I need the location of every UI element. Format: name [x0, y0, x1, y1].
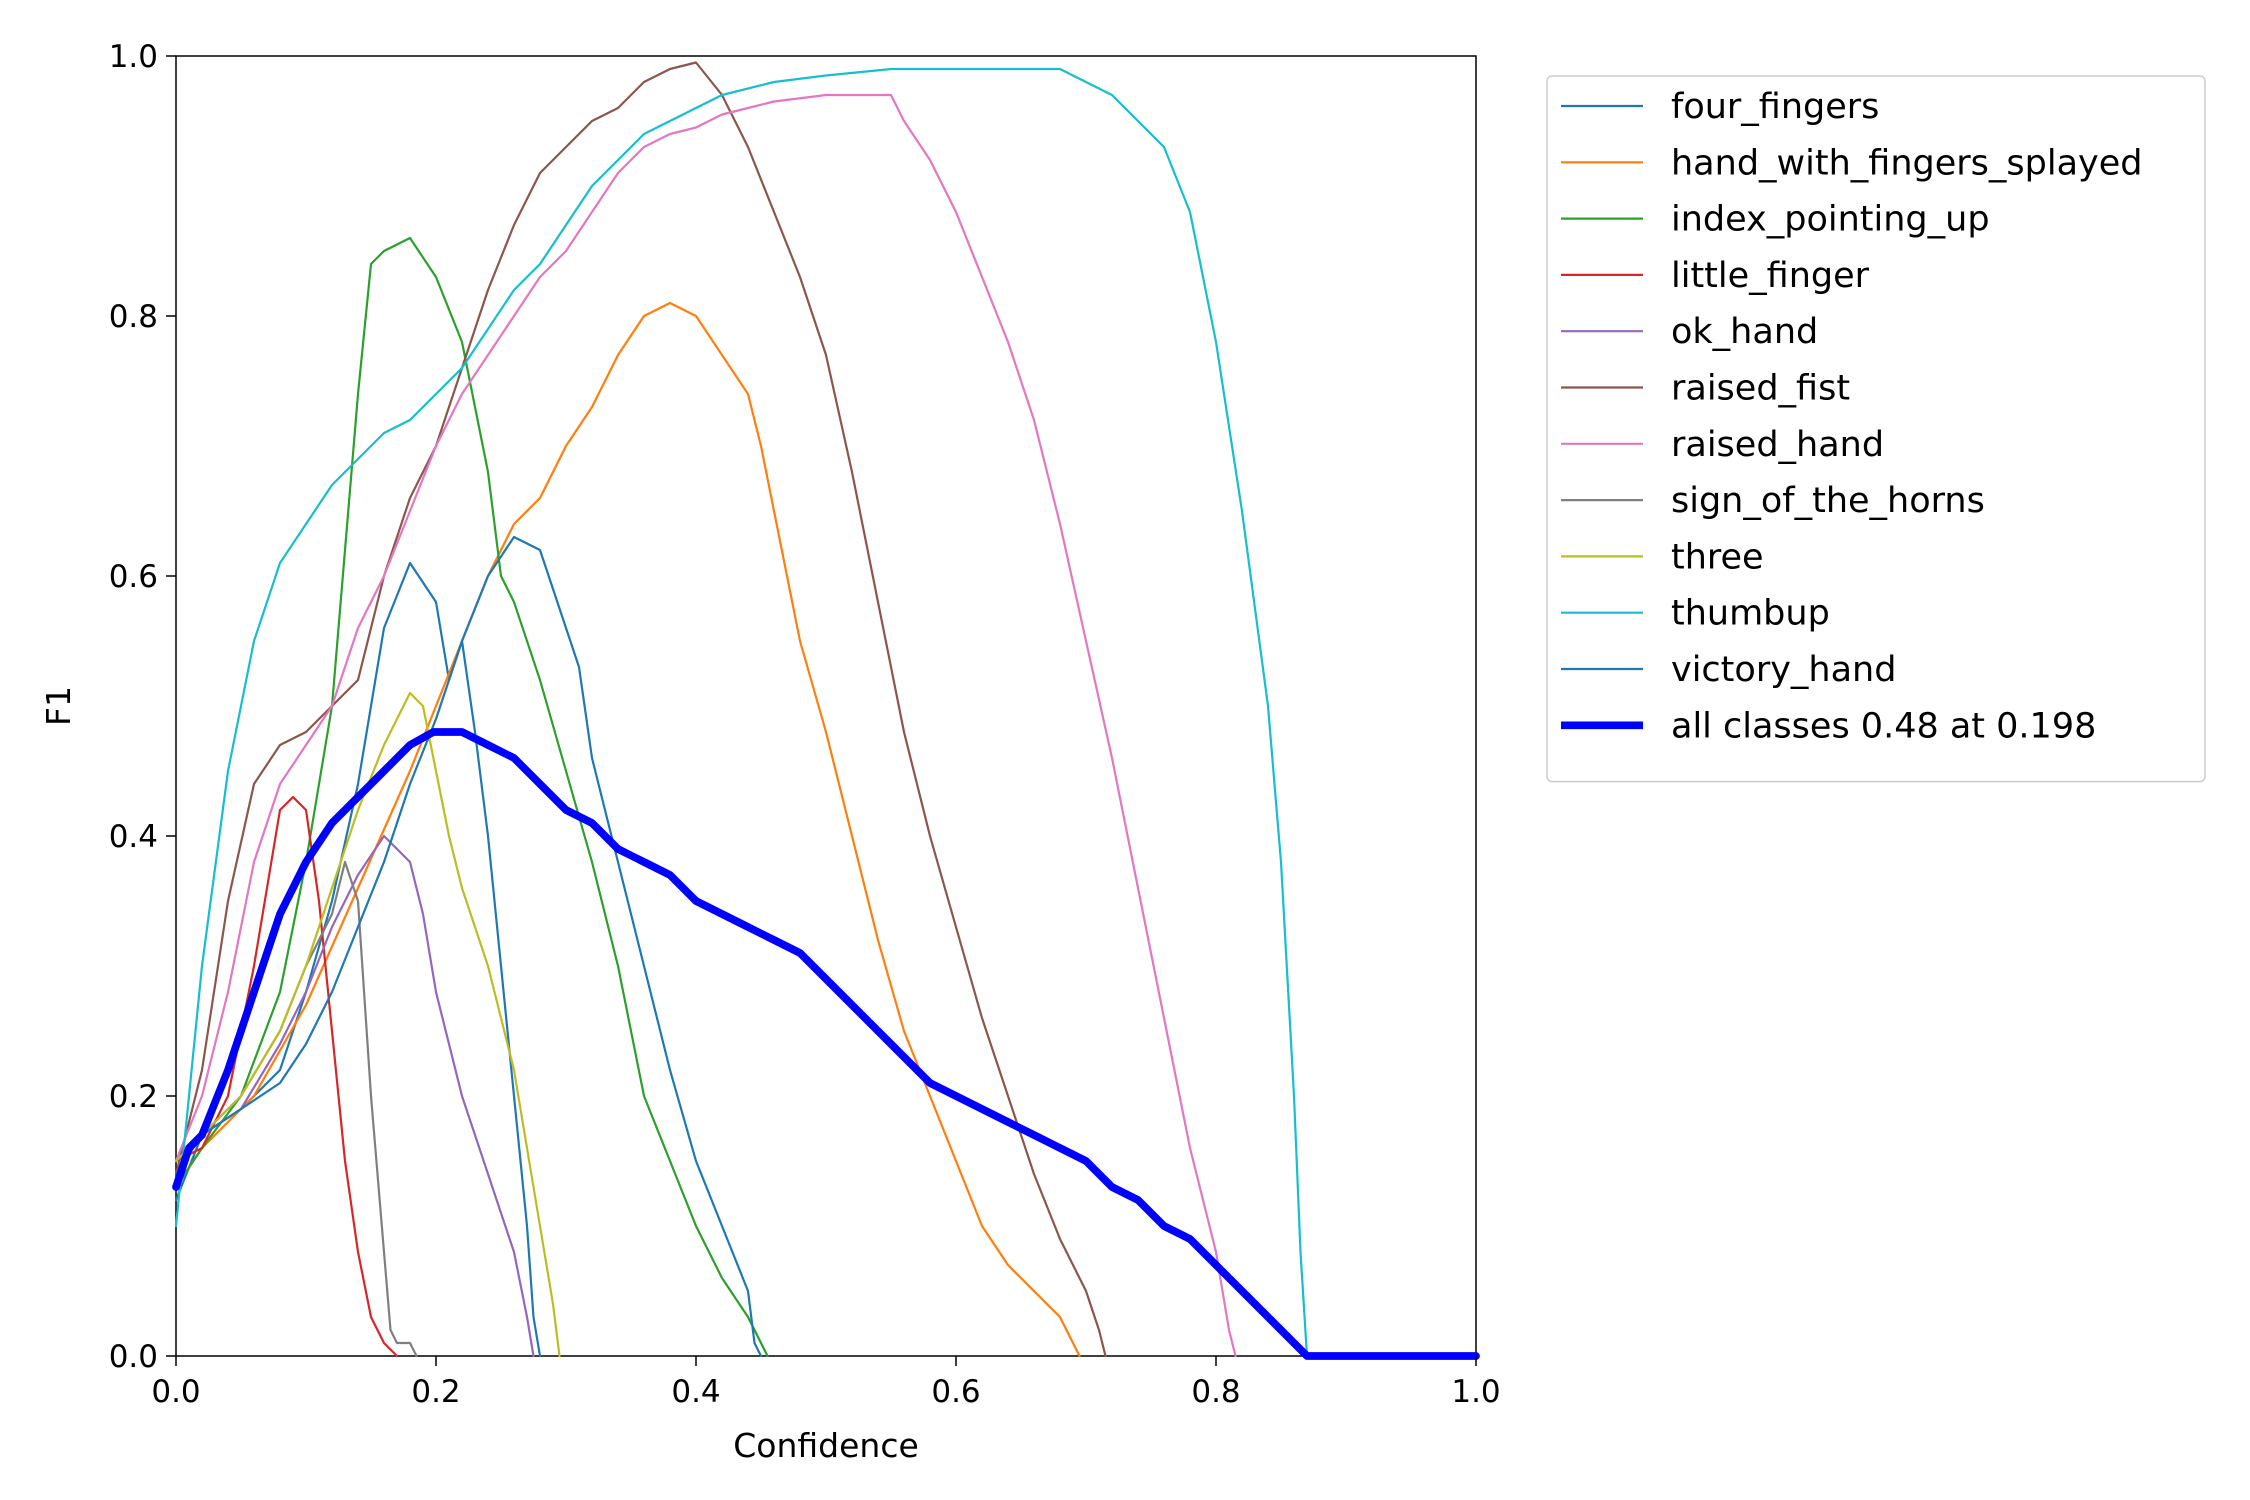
- series-line-6: [174, 93, 1237, 1358]
- series-line-10: [174, 535, 763, 1358]
- legend-entry: sign_of_the_horns: [1561, 481, 1985, 521]
- legend-label: raised_hand: [1671, 425, 1884, 465]
- legend-entry: index_pointing_up: [1561, 200, 1990, 240]
- legend-label: thumbup: [1671, 594, 1830, 634]
- y-tick-label: 0.4: [109, 819, 158, 855]
- x-tick-label: 0.6: [931, 1374, 980, 1410]
- legend-entry: victory_hand: [1561, 650, 1896, 690]
- legend-label: victory_hand: [1671, 650, 1896, 690]
- plot-frame: [175, 55, 1477, 1357]
- legend-entry: all classes 0.48 at 0.198: [1561, 706, 2096, 746]
- x-tick-label: 1.0: [1451, 1374, 1500, 1410]
- legend-frame: [1546, 75, 2206, 783]
- legend-entry: three: [1561, 537, 1764, 577]
- series-layer: [172, 61, 1480, 1360]
- y-tick-label: 1.0: [109, 39, 158, 75]
- legend-entry: hand_with_fingers_splayed: [1561, 143, 2142, 183]
- series-line-0: [174, 561, 542, 1358]
- series-line-5: [174, 61, 1107, 1358]
- x-tick-label: 0.8: [1191, 1374, 1240, 1410]
- legend-items: four_fingers hand_with_fingers_splayedind…: [1561, 87, 2142, 746]
- y-tick-label: 0.2: [109, 1079, 158, 1115]
- x-tick-label: 0.2: [411, 1374, 460, 1410]
- legend-entry: little_finger: [1561, 256, 1870, 296]
- plot-area: 0.0 0.2 0.4 0.6 0.8 1.0 0.0 0.2 0.4 0.6 0.8 1.0: [109, 39, 1501, 1410]
- legend-label: raised_fist: [1671, 369, 1850, 409]
- series-line-4: [174, 834, 535, 1358]
- legend-label: hand_with_fingers_splayed: [1671, 143, 2142, 183]
- x-tick-label: 0.0: [151, 1374, 200, 1410]
- legend-entry: ok_hand: [1561, 312, 1818, 352]
- legend-label: all classes 0.48 at 0.198: [1671, 706, 2096, 746]
- y-tick-label: 0.0: [109, 1339, 158, 1375]
- legend-label: little_finger: [1671, 256, 1870, 296]
- y-tick-label: 0.6: [109, 559, 158, 595]
- legend-label: ok_hand: [1671, 312, 1818, 352]
- x-tick-label: 0.4: [671, 1374, 720, 1410]
- y-axis-title: F1: [39, 686, 78, 726]
- legend-entry: thumbup: [1561, 594, 1830, 634]
- legend-label: index_pointing_up: [1671, 200, 1990, 240]
- legend-entry: raised_fist: [1561, 369, 1850, 409]
- legend: four_fingers hand_with_fingers_splayedind…: [1546, 75, 2206, 783]
- series-line-2: [174, 236, 769, 1358]
- legend-entry: four_fingers: [1561, 87, 1879, 127]
- x-axis-title: Confidence: [733, 1426, 919, 1465]
- legend-label: four_fingers: [1671, 87, 1879, 127]
- legend-label: three: [1671, 537, 1764, 577]
- series-line-11: [172, 728, 1480, 1360]
- series-line-8: [174, 691, 561, 1358]
- y-axis-ticks: 0.0 0.2 0.4 0.6 0.8 1.0: [109, 39, 176, 1375]
- y-tick-label: 0.8: [109, 299, 158, 335]
- series-line-9: [174, 67, 1309, 1358]
- x-axis-ticks: 0.0 0.2 0.4 0.6 0.8 1.0: [151, 1356, 1501, 1410]
- legend-label: sign_of_the_horns: [1671, 481, 1985, 521]
- legend-entry: raised_hand: [1561, 425, 1884, 465]
